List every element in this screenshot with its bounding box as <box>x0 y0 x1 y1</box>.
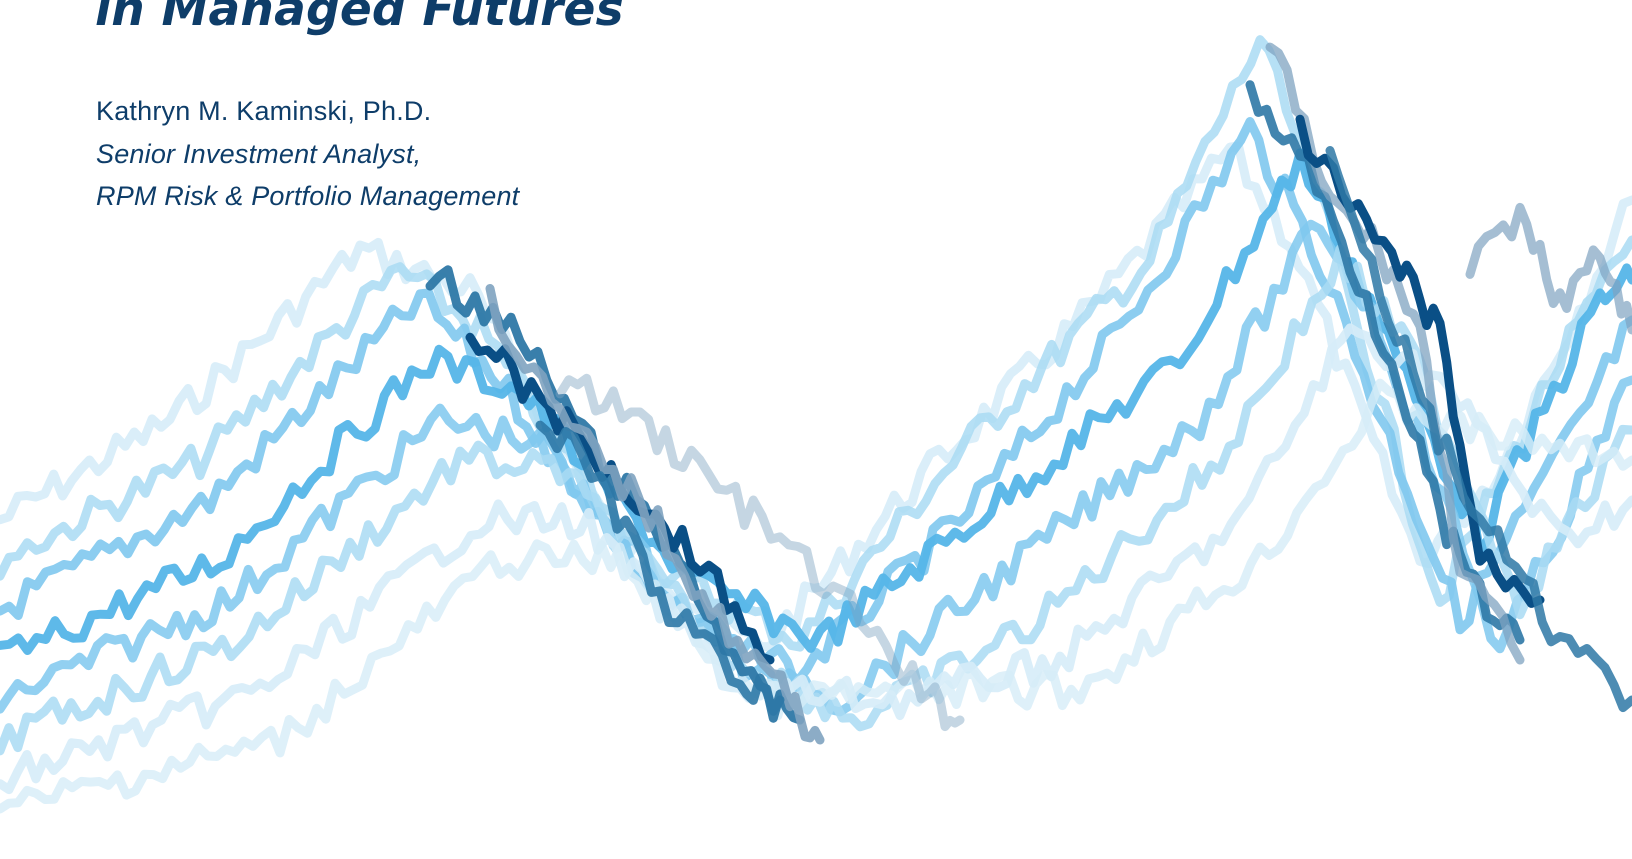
price-path-line <box>0 35 1632 652</box>
price-path-line <box>0 141 1632 652</box>
price-path-line <box>1465 202 1632 335</box>
price-path-line <box>555 373 965 732</box>
author-affiliation: RPM Risk & Portfolio Management <box>96 181 520 211</box>
price-path-line <box>1325 146 1632 713</box>
report-title: in Managed Futures <box>95 0 624 37</box>
author-name: Kathryn M. Kaminski, Ph.D. <box>96 96 432 126</box>
author-role: Senior Investment Analyst, <box>96 139 422 169</box>
title-block: in Managed Futures <box>95 0 995 36</box>
price-path-line <box>485 284 825 745</box>
price-path-line <box>0 117 1632 710</box>
price-path-line <box>0 378 1632 814</box>
price-path-line <box>0 323 1632 795</box>
price-path-line <box>535 420 785 716</box>
